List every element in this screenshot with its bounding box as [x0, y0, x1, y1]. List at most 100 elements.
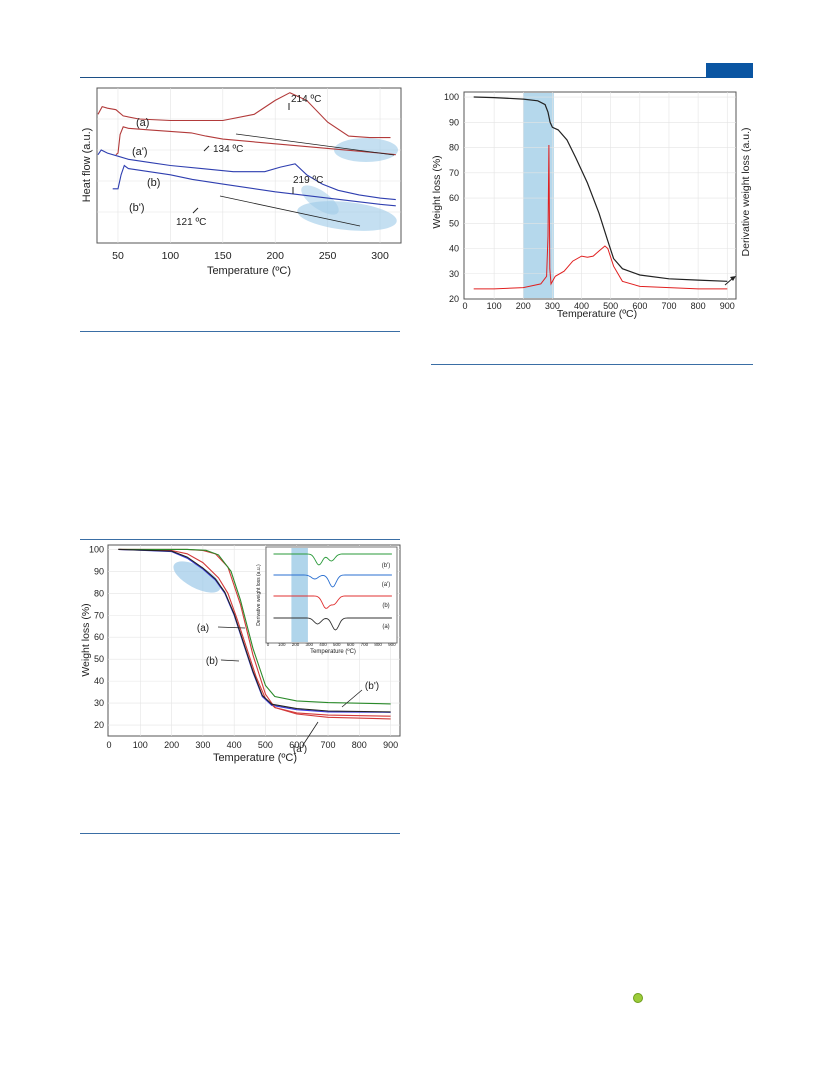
- y-tick-label: 100: [89, 544, 104, 554]
- inset-series-group: [273, 553, 392, 631]
- annotation: (b): [206, 656, 218, 667]
- inset-x-tick-label: 900: [388, 642, 396, 647]
- y-tick-label: 90: [449, 117, 459, 127]
- x-tick-label: 100: [487, 301, 502, 311]
- series-line: [97, 149, 396, 201]
- annotation: (b'): [365, 681, 379, 692]
- annotation: 121 ºC: [176, 217, 206, 228]
- x-tick-label: 200: [164, 740, 179, 750]
- series-label: (b): [147, 177, 160, 189]
- plot-frame: [463, 91, 737, 300]
- y-tick-label: 70: [94, 610, 104, 620]
- tga-dtg-chart: 20 30 40 50 60 70 80 90 100 0 100 200 300 400 500 600 7…: [431, 91, 752, 320]
- inset-series-line: [273, 574, 392, 588]
- annotation: (a'): [293, 744, 307, 755]
- y-tick-label: 40: [449, 244, 459, 254]
- y-axis-label: Weight loss (%): [431, 155, 443, 228]
- series-line: [473, 144, 728, 290]
- inset-x-tick-label: 800: [374, 642, 382, 647]
- x-tick-label: 600: [632, 301, 647, 311]
- inset-x-tick-label: 400: [319, 642, 327, 647]
- series-group: [97, 92, 396, 207]
- x-tick-label: 600: [289, 740, 304, 750]
- series-line: [473, 96, 728, 282]
- y-tick-label: 100: [444, 92, 459, 102]
- x-tick-label: 900: [383, 740, 398, 750]
- x-tick-label: 0: [462, 301, 467, 311]
- x-tick-labels: 0 100 200 300 400 500 600 700 800 900: [462, 301, 734, 311]
- y-tick-label: 20: [449, 294, 459, 304]
- inset-x-tick-label: 600: [347, 642, 355, 647]
- y-tick-label: 50: [94, 654, 104, 664]
- inset-chart: 0 100 200 300 400 500 600 700 800 900 (b') (a') (…: [256, 546, 398, 655]
- series-label: (a'): [132, 146, 148, 158]
- highlight-region: [173, 561, 221, 593]
- x-tick-label: 400: [574, 301, 589, 311]
- label-arrow: [341, 689, 363, 708]
- section-rule: [431, 364, 753, 365]
- inset-series-line: [273, 553, 392, 566]
- series-label: (b'): [129, 202, 145, 214]
- x-tick-label: 500: [258, 740, 273, 750]
- x-tick-label: 150: [214, 250, 232, 262]
- x-tick-label: 50: [112, 250, 124, 262]
- inset-series-line: [273, 617, 392, 631]
- x-tick-label: 800: [352, 740, 367, 750]
- series-line: [97, 92, 391, 139]
- series-line: [112, 164, 396, 207]
- baseline-b: [219, 195, 361, 227]
- y-axis-label: Heat flow (a.u.): [81, 128, 93, 203]
- annotation: 134 ºC: [213, 144, 243, 155]
- x-tick-label: 500: [603, 301, 618, 311]
- x-tick-labels: 50 100 150 200 250 300: [112, 250, 389, 262]
- y2-axis-label: Derivative weight loss (a.u.): [740, 128, 752, 257]
- y-tick-label: 80: [94, 588, 104, 598]
- annotation: 219 ºC: [293, 175, 323, 186]
- series-line: [118, 548, 391, 717]
- x-tick-label: 700: [321, 740, 336, 750]
- label-arrow: [217, 626, 246, 629]
- x-tick-label: 700: [661, 301, 676, 311]
- arrow-head-icon: [730, 276, 736, 281]
- section-rule: [80, 331, 400, 332]
- x-tick-label: 400: [227, 740, 242, 750]
- tg-marker: [192, 207, 199, 214]
- annotation: 214 ºC: [291, 94, 321, 105]
- inset-x-tick-label: 100: [278, 642, 286, 647]
- y-tick-label: 40: [94, 676, 104, 686]
- label-arrow: [220, 659, 240, 662]
- highlight-region: [334, 138, 398, 162]
- inset-series-label: (b): [382, 603, 389, 609]
- inset-series-label: (a'): [382, 582, 390, 588]
- inset-y-axis-label: Derivative weight loss (a.u.): [256, 564, 262, 626]
- x-axis-label: Temperature (ºC): [557, 308, 637, 320]
- x-tick-labels: 0 100 200 300 400 500 600 700 800 900: [106, 740, 398, 750]
- inset-x-tick-labels: 0 100 200 300 400 500 600 700 800 900: [267, 642, 396, 647]
- x-axis-label: Temperature (ºC): [207, 265, 291, 277]
- inset-series-label: (b'): [382, 563, 390, 569]
- inset-x-tick-label: 700: [361, 642, 369, 647]
- x-tick-label: 0: [106, 740, 111, 750]
- y-tick-labels: 20 30 40 50 60 70 80 90 100: [89, 544, 104, 730]
- inset-highlight-band: [291, 548, 308, 642]
- y-axis-label: Weight loss (%): [80, 603, 92, 676]
- highlight-region: [301, 185, 339, 215]
- x-tick-label: 900: [720, 301, 735, 311]
- dsc-heat-flow-chart: 214 ºC 134 ºC 219 ºC 121 ºC (a) (a') (b)…: [81, 87, 402, 277]
- series-label: (a): [136, 117, 149, 129]
- header-tab-block: [706, 63, 753, 78]
- section-rule: [80, 833, 400, 834]
- y-tick-label: 50: [449, 218, 459, 228]
- series-group: [473, 96, 728, 290]
- y-tick-label: 90: [94, 566, 104, 576]
- y-tick-label: 30: [94, 698, 104, 708]
- inset-x-tick-label: 0: [267, 642, 270, 647]
- y-tick-label: 80: [449, 143, 459, 153]
- annotation: (a): [197, 623, 209, 634]
- inset-series-label: (a): [382, 624, 389, 630]
- series-line: [118, 548, 391, 705]
- label-arrow: [302, 721, 319, 746]
- series-line: [115, 126, 396, 156]
- x-axis-label: Temperature (ºC): [213, 752, 297, 764]
- status-dot-icon: [633, 993, 643, 1003]
